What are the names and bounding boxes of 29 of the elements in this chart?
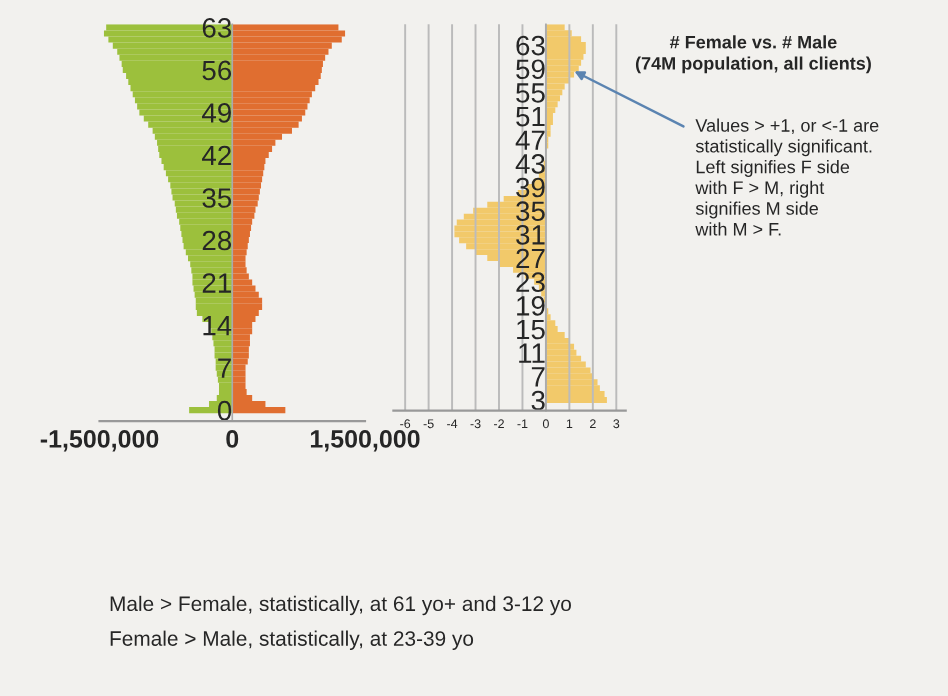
- y-tick-label: 15: [517, 319, 545, 340]
- text: # Female vs. # Male: [669, 35, 837, 49]
- y-tick-label: 23: [516, 272, 545, 293]
- y-tick-label: 59: [516, 59, 545, 80]
- text: Female > Male, statistically, at 23-39 yo: [110, 630, 474, 651]
- y-tick-label: 51: [516, 107, 545, 127]
- y-tick-label: 63: [516, 35, 545, 56]
- y-tick-label: 7: [218, 358, 231, 378]
- y-tick-label: 11: [519, 343, 545, 363]
- y-tick-label: 42: [202, 145, 231, 166]
- y-tick-label: 43: [515, 154, 545, 174]
- y-tick-label: 55: [516, 83, 545, 103]
- y-tick-label: 56: [202, 60, 232, 81]
- y-tick-label: 31: [516, 225, 545, 245]
- y-tick-label: 47: [515, 130, 545, 150]
- x-tick-label: -1,500,000: [40, 430, 159, 452]
- y-tick-label: 21: [202, 273, 231, 293]
- y-tick-label: 7: [531, 367, 545, 387]
- x-tick-label: 1,500,000: [310, 430, 420, 452]
- text: Male > Female, statistically, at 61 yo+ and 3-12 yo: [110, 595, 571, 616]
- text: (74M population, all clients): [635, 56, 871, 74]
- y-tick-label: 19: [517, 296, 545, 316]
- y-tick-label: 3: [531, 390, 545, 411]
- annotation: Values > +1, or <-1 are statistically significant. Left signifies F side with F > M, right signifies M side with M > F.: [695, 118, 879, 236]
- y-tick-label: 35: [516, 201, 545, 222]
- y-tick-label: 49: [202, 103, 231, 123]
- y-tick-label: 35: [202, 188, 232, 208]
- y-tick-label: 28: [202, 230, 232, 251]
- y-tick-label: 27: [516, 248, 545, 269]
